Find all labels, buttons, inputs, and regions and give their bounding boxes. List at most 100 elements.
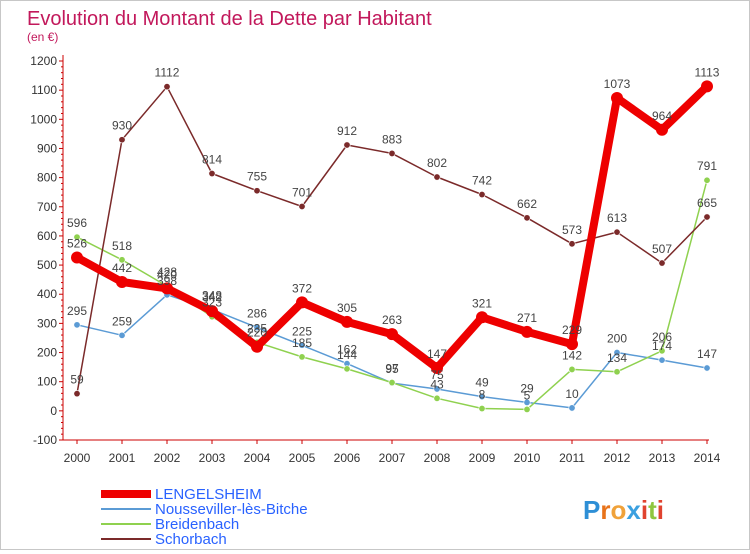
data-point bbox=[613, 228, 621, 236]
data-label: 235 bbox=[247, 321, 267, 335]
data-label: 912 bbox=[337, 124, 357, 138]
data-point bbox=[298, 341, 306, 349]
data-label: 342 bbox=[202, 290, 222, 304]
data-label: 147 bbox=[697, 347, 717, 361]
data-point bbox=[118, 136, 126, 144]
data-point bbox=[163, 83, 171, 91]
data-label: 398 bbox=[157, 274, 177, 288]
axes: -100 0 100 200 300 400 500 600 700 800 900 1000 1100… bbox=[30, 54, 720, 465]
data-label: 428 bbox=[157, 265, 177, 279]
x-tick-label: 2001 bbox=[109, 451, 136, 465]
data-point bbox=[251, 340, 263, 353]
data-point bbox=[118, 256, 126, 264]
data-label: 321 bbox=[472, 296, 492, 310]
data-point bbox=[613, 349, 621, 357]
x-tick-label: 2010 bbox=[514, 451, 541, 465]
data-label: 1073 bbox=[604, 77, 631, 91]
data-point bbox=[523, 214, 531, 222]
y-tick-label: 1200 bbox=[30, 54, 57, 68]
data-point bbox=[523, 398, 531, 406]
data-label: 200 bbox=[607, 332, 627, 346]
data-point bbox=[478, 393, 486, 401]
data-label: 814 bbox=[202, 153, 222, 167]
data-point bbox=[208, 170, 216, 178]
data-label: 802 bbox=[427, 156, 447, 170]
data-point bbox=[73, 321, 81, 329]
y-tick-label: 400 bbox=[37, 287, 57, 301]
data-point bbox=[521, 325, 533, 338]
data-label: 665 bbox=[697, 196, 717, 210]
y-tick-label: 1100 bbox=[31, 83, 57, 97]
data-label: 10 bbox=[565, 387, 579, 401]
data-label: 791 bbox=[697, 159, 717, 173]
data-point bbox=[433, 173, 441, 181]
y-tick-label: 100 bbox=[37, 375, 57, 389]
data-point bbox=[478, 191, 486, 199]
data-point bbox=[476, 311, 488, 324]
x-tick-label: 2007 bbox=[379, 451, 406, 465]
data-label: 348 bbox=[202, 288, 222, 302]
data-point bbox=[341, 315, 353, 328]
data-point bbox=[118, 331, 126, 339]
data-label: 518 bbox=[112, 239, 132, 253]
data-label: 755 bbox=[247, 170, 267, 184]
y-tick-label: 200 bbox=[37, 346, 57, 360]
data-point bbox=[298, 353, 306, 361]
x-tick-label: 2012 bbox=[604, 451, 631, 465]
data-point bbox=[478, 405, 486, 413]
data-label: 526 bbox=[67, 236, 87, 250]
data-point bbox=[298, 202, 306, 210]
data-point bbox=[566, 338, 578, 351]
data-label: 43 bbox=[430, 377, 444, 391]
x-tick-label: 2002 bbox=[154, 451, 181, 465]
chart-title: Evolution du Montant de la Dette par Hab… bbox=[27, 8, 432, 30]
y-tick-label: -100 bbox=[33, 433, 57, 447]
data-label: 507 bbox=[652, 242, 672, 256]
x-tick-label: 2005 bbox=[289, 451, 316, 465]
data-label: 134 bbox=[607, 351, 627, 365]
legend-label: LENGELSHEIM bbox=[155, 486, 262, 503]
x-tick-label: 2011 bbox=[559, 451, 585, 465]
x-tick-label: 2006 bbox=[334, 451, 361, 465]
data-point bbox=[206, 305, 218, 318]
data-label: 295 bbox=[67, 304, 87, 318]
data-point bbox=[703, 213, 711, 221]
y-tick-label: 300 bbox=[37, 316, 57, 330]
data-label: 75 bbox=[430, 368, 444, 382]
data-label: 59 bbox=[70, 373, 84, 387]
logo-text: Proxiti bbox=[583, 495, 664, 525]
y-tick-label: 900 bbox=[37, 141, 57, 155]
data-label: 259 bbox=[112, 314, 132, 328]
data-point bbox=[388, 379, 396, 387]
data-label: 286 bbox=[247, 306, 267, 320]
data-label: 5 bbox=[524, 388, 531, 402]
data-label: 701 bbox=[292, 185, 312, 199]
data-label: 573 bbox=[562, 223, 582, 237]
data-point bbox=[523, 405, 531, 413]
data-label: 174 bbox=[652, 339, 672, 353]
series-layer bbox=[71, 80, 713, 413]
data-point bbox=[613, 368, 621, 376]
data-label: 147 bbox=[427, 347, 447, 361]
data-label: 305 bbox=[337, 301, 357, 315]
data-point bbox=[568, 404, 576, 412]
data-label: 271 bbox=[517, 311, 537, 325]
data-label: 95 bbox=[385, 362, 399, 376]
x-tick-label: 2004 bbox=[244, 451, 271, 465]
data-point bbox=[703, 364, 711, 372]
data-label: 8 bbox=[479, 388, 486, 402]
data-point bbox=[433, 385, 441, 393]
legend-label: Schorbach bbox=[155, 531, 227, 548]
data-point bbox=[386, 328, 398, 341]
data-label: 220 bbox=[247, 326, 267, 340]
data-label: 225 bbox=[292, 324, 312, 338]
data-point bbox=[73, 233, 81, 241]
data-point bbox=[253, 187, 261, 195]
data-label: 206 bbox=[652, 330, 672, 344]
data-point bbox=[431, 361, 443, 374]
proxiti-logo: Proxiti bbox=[583, 495, 664, 525]
data-label: 1112 bbox=[155, 66, 180, 80]
legend-label: Nousseviller-lès-Bitche bbox=[155, 501, 308, 518]
